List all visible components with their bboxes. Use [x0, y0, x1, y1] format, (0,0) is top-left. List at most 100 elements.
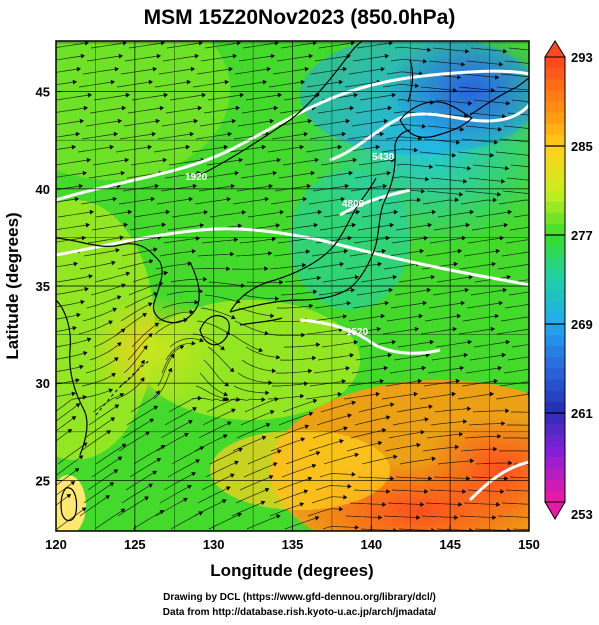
streamline-arrowhead	[377, 261, 383, 267]
streamline-arrowhead	[431, 456, 437, 462]
streamline-arrowhead	[499, 235, 505, 241]
streamline	[512, 528, 529, 531]
streamline-arrowhead	[125, 271, 131, 277]
streamline	[434, 164, 471, 169]
streamline-arrowhead	[492, 514, 497, 520]
streamline	[284, 277, 321, 283]
streamline-arrowhead	[148, 483, 153, 489]
streamline-arrowhead	[459, 126, 465, 132]
colorbar-band	[545, 490, 565, 503]
streamline	[394, 289, 431, 296]
streamline	[115, 146, 152, 153]
streamline-arrowhead	[461, 235, 467, 241]
streamline	[278, 172, 315, 179]
streamline	[169, 338, 204, 348]
streamline-arrowhead	[113, 131, 119, 137]
streamline-arrowhead	[300, 437, 306, 443]
streamline-arrowhead	[311, 355, 317, 361]
streamline-arrowhead	[531, 198, 535, 202]
streamline	[426, 190, 463, 195]
streamline	[459, 515, 497, 518]
streamline-arrowhead	[456, 313, 462, 319]
colorbar-band	[545, 57, 565, 69]
colorbar-band	[545, 479, 565, 492]
streamline-arrowhead	[114, 404, 120, 409]
streamline	[497, 515, 529, 518]
streamline	[235, 252, 272, 257]
streamline-arrowhead	[163, 92, 169, 98]
streamline-arrowhead	[188, 196, 194, 202]
streamline	[397, 341, 434, 348]
streamline	[171, 211, 208, 218]
streamline-arrowhead	[424, 176, 430, 182]
streamline	[460, 448, 497, 452]
streamline	[122, 185, 159, 192]
streamline-arrowhead	[317, 209, 323, 215]
streamline	[154, 319, 188, 335]
streamline-arrowhead	[268, 183, 274, 189]
streamline-arrowhead	[532, 140, 536, 144]
streamline	[420, 328, 457, 335]
streamline	[355, 354, 392, 361]
streamline	[199, 120, 236, 127]
streamline	[154, 81, 191, 88]
streamline-arrowhead	[88, 274, 93, 279]
colorbar-band	[545, 79, 565, 91]
streamline	[166, 290, 203, 296]
streamline	[90, 284, 126, 296]
streamline	[153, 146, 190, 153]
streamline	[354, 416, 391, 426]
streamline	[202, 408, 236, 426]
streamline	[240, 410, 275, 426]
streamline	[241, 359, 276, 372]
streamline	[82, 307, 117, 322]
streamline-arrowhead	[353, 339, 359, 345]
streamline-arrowhead	[340, 196, 346, 202]
streamline	[56, 55, 85, 61]
streamline-arrowhead	[382, 501, 387, 507]
x-tick-label: 145	[439, 537, 461, 552]
streamline	[193, 268, 231, 270]
streamline	[389, 367, 426, 374]
streamline-arrowhead	[345, 366, 351, 371]
streamline	[56, 120, 84, 126]
streamline-arrowhead	[301, 262, 307, 268]
streamline	[389, 123, 426, 127]
streamline-arrowhead	[384, 300, 390, 306]
streamline-arrowhead	[279, 279, 284, 285]
streamline-arrowhead	[237, 512, 242, 518]
streamline	[457, 393, 494, 400]
streamline-arrowhead	[161, 222, 167, 228]
streamline-arrowhead	[308, 303, 314, 309]
streamline	[320, 159, 357, 166]
streamline-arrowhead	[119, 235, 124, 241]
streamline	[348, 68, 385, 75]
streamline-arrowhead	[345, 118, 351, 124]
streamline	[162, 301, 199, 309]
streamline	[315, 485, 352, 491]
streamline	[470, 289, 507, 296]
streamline-arrowhead	[508, 460, 513, 466]
streamline	[383, 515, 421, 518]
streamline	[399, 211, 436, 218]
streamline	[466, 60, 503, 65]
streamline	[469, 112, 506, 117]
colorbar-band	[545, 146, 565, 158]
streamline-arrowhead	[76, 312, 81, 318]
streamline-arrowhead	[71, 144, 77, 150]
streamline-arrowhead	[390, 475, 395, 481]
streamline	[164, 407, 197, 426]
streamline	[56, 392, 76, 397]
streamline-arrowhead	[121, 105, 127, 111]
streamline	[513, 214, 529, 218]
streamline	[344, 81, 381, 88]
streamline-arrowhead	[150, 196, 156, 202]
streamline	[385, 136, 422, 140]
streamline	[462, 73, 499, 78]
streamline-arrowhead	[501, 113, 507, 119]
colorbar-band	[545, 246, 565, 258]
streamline-arrowhead	[230, 251, 235, 257]
streamline-arrowhead	[387, 352, 393, 358]
streamline	[156, 198, 193, 205]
streamline	[277, 477, 313, 491]
